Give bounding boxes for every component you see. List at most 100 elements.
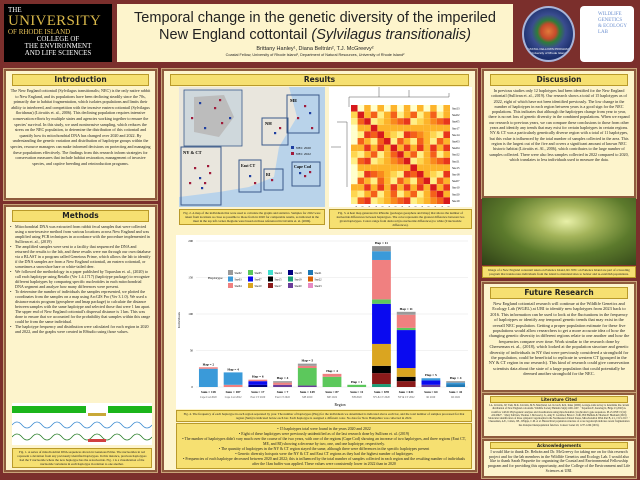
heatmap-cell [397,177,404,185]
heatmap-col-label: Sne22 [400,206,404,207]
methods-bullet: The haplotype frequency and distribution… [10,324,151,334]
heatmap-col-label: Sne14 [380,206,384,207]
bar-segment-Sne21 [446,384,466,387]
heatmap-cell [390,184,398,191]
sample-point [199,177,202,180]
heatmap-cell [436,190,444,198]
heatmap-row-label: Sne22 [452,153,460,157]
heatmap-cell [351,111,358,119]
heatmap-cell [430,164,437,171]
hap-count-label: Hap = 11 [400,307,413,311]
sample-point [254,182,257,185]
heatmap-cell [417,171,424,178]
bullet-text: 15 haplotypes total were found in the ye… [279,427,371,431]
bar-segment-Sne07 [396,330,416,369]
legend-swatch [248,270,253,275]
heatmap-cell [397,118,404,125]
sum-label: Sum = 17 [251,390,265,394]
summary-bullet: • Eight of these haplotypes were previou… [238,432,410,436]
heatmap-cell [357,105,365,112]
heatmap-cell [377,111,384,119]
heatmap-cell [423,197,431,204]
heatmap-cell [397,151,404,158]
heatmap-col-label: Sne03 [387,206,391,207]
summary-bullet: • The quantity of haplotypes in the NY &… [218,447,430,451]
heatmap-cell [357,184,365,191]
heatmap-cell [430,151,437,158]
heatmap-cell [364,131,371,138]
section-heading: Literature Cited [490,396,628,403]
heatmap-cell [430,138,437,145]
sample-point [204,127,207,130]
heatmap-cell [443,177,450,185]
heatmap-cell [384,184,391,191]
heatmap-col-label: Sne20 [440,206,444,207]
sample-point [204,182,207,185]
heatmap-row-label: Sne07 [452,179,460,183]
heatmap-cell [351,164,358,171]
heatmap-cell [370,131,378,138]
x-tick-label: NY & CT 2020 [373,396,390,399]
bar-segment-Sne04 [248,379,268,382]
heatmap-cell [384,164,391,171]
sample-point [309,112,312,115]
bar-segment-Sne04 [223,384,243,387]
heatmap-cell [410,197,417,204]
literature-panel: Literature Cited J.A. Litvaitis, J.P. Ta… [482,393,636,438]
bar-segment-Sne03 [223,372,243,385]
heatmap-row-label: Sne18 [452,173,460,177]
x-tick-label: NY & CT 2022 [398,396,415,399]
heatmap-cell [430,177,437,185]
legend-swatch [308,283,313,288]
heatmap-cell [364,151,371,158]
summary-bullet: • The number of haplotypes didn't vary m… [182,437,466,446]
sample-point [249,175,252,178]
introduction-text: The New England cottontail (Sylvilagus t… [10,88,151,166]
legend-swatch [248,276,253,282]
sum-label: Sum = 678 [374,390,389,394]
heatmap-cell [370,124,378,132]
heatmap-cell [417,144,424,152]
bar-segment-Sne02 [372,246,391,252]
heatmap-cell [403,164,411,171]
title-block: Temporal change in the genetic diversity… [117,4,513,62]
heatmap-cell [443,184,450,191]
hap-count-label: Hap = 6 [252,375,264,379]
heatmap-cell [436,157,444,165]
logo-text: GENETICS [598,18,623,23]
logo-text: COLLEGE OF [36,35,80,43]
bar-segment-Sne04 [396,314,416,328]
heatmap-row-label: Sne19 [452,199,460,203]
heatmap-col-label: Sne19 [446,206,450,207]
heatmap-cell [351,105,358,112]
heatmap-cell [430,131,437,138]
heatmap-cell [397,171,404,178]
heatmap-cell [390,157,398,165]
authors: Brittany Hanley¹, Diana Beltrán², T.J. M… [256,46,374,52]
heatmap-cell [351,197,358,204]
legend-label: Sne20 [295,285,303,288]
heatmap-cell [364,138,371,145]
haplotype-heatmap: Sne23Sne23Sne02Sne02Sne05Sne05Sne17Sne17… [329,87,472,207]
bar-segment-Sne03 [198,368,218,387]
wgel-logo: WILDLIFE GENETICS & ECOLOGY LAB [580,6,634,62]
heatmap-cell [417,138,424,145]
heatmap-cell [351,177,358,185]
heatmap-cell [410,144,417,152]
heatmap-cell [423,131,431,138]
heatmap-cell [403,105,411,112]
heatmap-cell [351,157,358,165]
heatmap-cell [351,118,358,125]
heatmap-cell [357,197,365,204]
bullet-text: Genetic diversity hotspots were the NY &… [237,452,413,456]
heatmap-cell [403,157,411,165]
legend-label: Sne14 [275,272,283,275]
figure-caption: Fig. 3. A heat map generated in RStudio … [329,209,472,229]
heatmap-cell [423,184,431,191]
heatmap-cell [370,111,378,119]
hap-count-label: Hap = 5 [425,373,437,377]
map-legend-item: NEC 2020 [296,146,311,150]
heatmap-cell [370,105,378,112]
heatmap-cell [430,190,437,198]
species-name: (Sylvilagus transitionalis) [311,27,471,43]
